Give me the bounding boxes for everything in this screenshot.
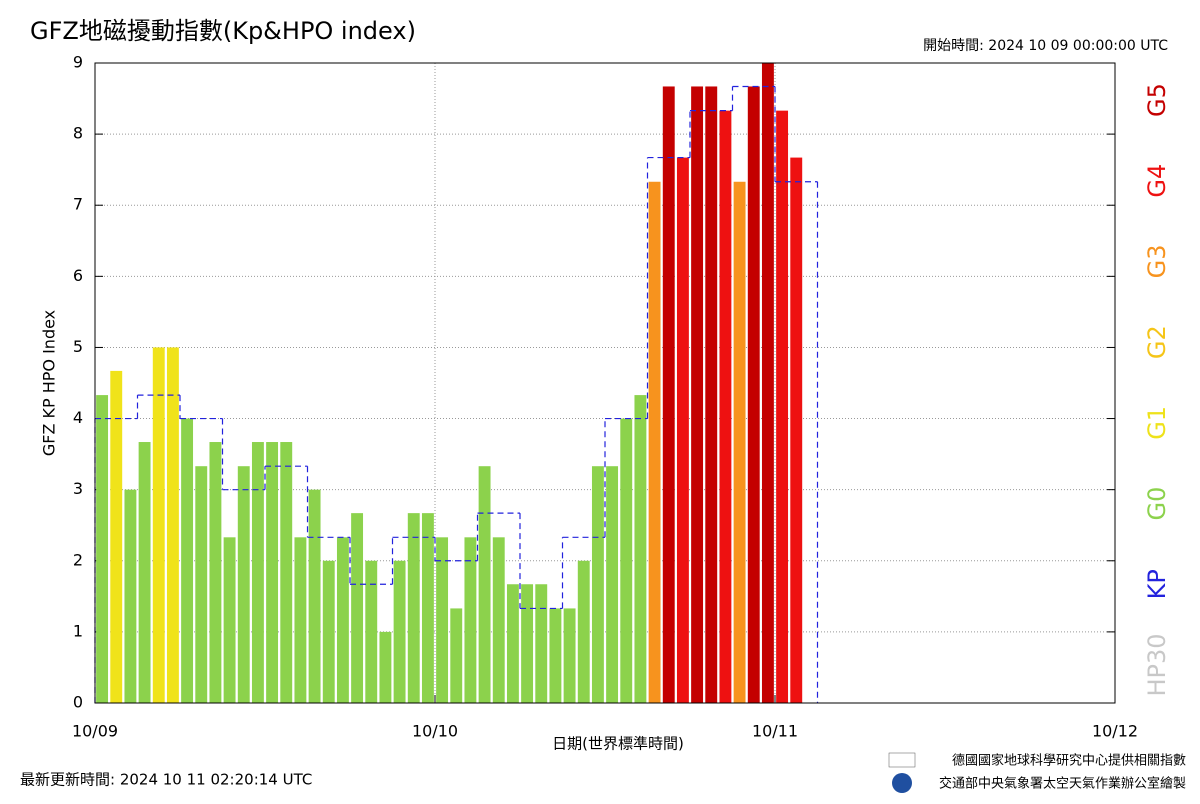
bar [478, 466, 491, 703]
x-tick-label: 10/09 [72, 722, 118, 741]
bar [634, 395, 647, 703]
y-tick-label: 5 [73, 337, 83, 356]
bar [790, 157, 803, 704]
cwa-logo [892, 773, 912, 793]
y-tick-label: 7 [73, 195, 83, 214]
bar [209, 442, 222, 703]
bar [436, 537, 449, 703]
bar [662, 86, 675, 703]
bar [421, 513, 434, 703]
y-tick-label: 8 [73, 124, 83, 143]
bar [251, 442, 264, 703]
legend-entry: KP [1143, 569, 1171, 599]
y-axis-label: GFZ KP HPO Index [40, 310, 59, 456]
bar [393, 560, 406, 703]
bar [181, 418, 194, 703]
bar [676, 157, 689, 704]
bar [648, 181, 661, 703]
bar [450, 608, 463, 703]
legend-entry: G3 [1143, 244, 1171, 278]
bar [124, 489, 137, 703]
legend-entry: G4 [1143, 164, 1171, 198]
x-tick-label: 10/12 [1092, 722, 1138, 741]
chart-title: GFZ地磁擾動指數(Kp&HPO index) [30, 17, 416, 45]
bar [223, 537, 236, 703]
bar [280, 442, 293, 703]
bar [195, 466, 208, 703]
bar [365, 560, 378, 703]
bar [606, 466, 619, 703]
y-tick-label: 6 [73, 266, 83, 285]
gfz-logo [888, 752, 916, 768]
bar [407, 513, 420, 703]
y-tick-label: 0 [73, 693, 83, 712]
bar [620, 418, 633, 703]
legend-entry: G2 [1143, 325, 1171, 359]
bar [308, 489, 321, 703]
bar [294, 537, 307, 703]
y-tick-label: 3 [73, 479, 83, 498]
y-tick-label: 4 [73, 408, 83, 427]
bar [336, 537, 349, 703]
bar [166, 347, 179, 703]
footer: 最新更新時間: 2024 10 11 02:20:14 UTC [20, 771, 312, 789]
bar [96, 395, 109, 703]
subtitle: 開始時間: 2024 10 09 00:00:00 UTC [923, 38, 1168, 54]
bar [492, 537, 505, 703]
plot-frame [94, 62, 1116, 704]
legend-entry: G1 [1143, 406, 1171, 440]
legend-entry: G0 [1143, 487, 1171, 521]
bar [322, 560, 335, 703]
x-tick-label: 10/10 [412, 722, 458, 741]
bar [535, 584, 548, 703]
bar [563, 608, 576, 703]
credit: 德國國家地球科學研究中心提供相關指數 [952, 753, 1186, 769]
bar [705, 86, 718, 703]
x-tick-label: 10/11 [752, 722, 798, 741]
bar [152, 347, 165, 703]
credit: 交通部中央氣象署太空天氣作業辦公室繪製 [939, 776, 1186, 792]
bar [577, 560, 590, 703]
y-tick-label: 2 [73, 550, 83, 569]
bar [761, 63, 774, 703]
bar [506, 584, 519, 703]
legend-entry: HP30 [1143, 633, 1171, 696]
bar [733, 181, 746, 703]
bar [776, 110, 789, 703]
bar [549, 608, 562, 703]
bar [110, 370, 123, 703]
bar [351, 513, 364, 703]
bar [691, 86, 704, 703]
bar [464, 537, 477, 703]
bar [379, 631, 392, 703]
bar [591, 466, 604, 703]
bar [719, 110, 732, 703]
bar [521, 584, 534, 703]
bar [138, 442, 151, 703]
bar [747, 86, 760, 703]
bar [237, 466, 250, 703]
y-tick-label: 9 [73, 53, 83, 72]
y-tick-label: 1 [73, 621, 83, 640]
legend-entry: G5 [1143, 83, 1171, 117]
x-axis-label: 日期(世界標準時間) [552, 735, 684, 753]
bar [266, 442, 279, 703]
